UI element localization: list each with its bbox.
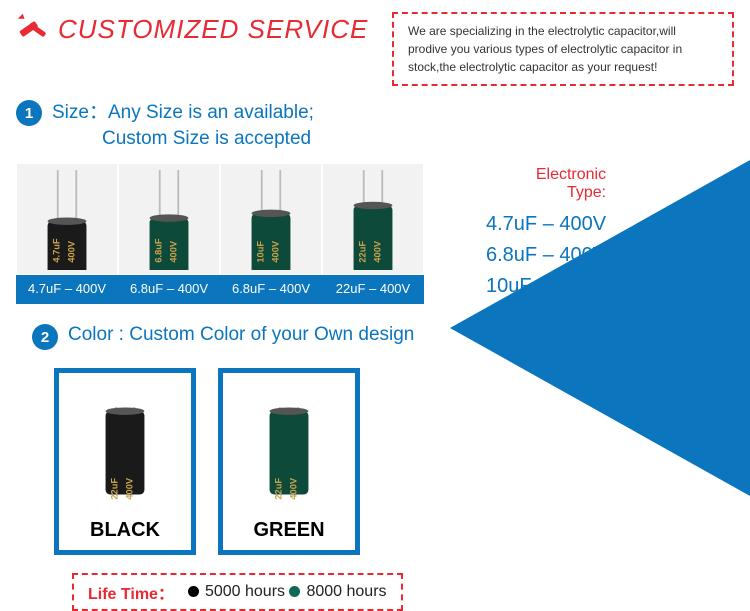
color-imgbox: 22uF 400V	[223, 373, 355, 513]
size-line1: Any Size is an available;	[108, 102, 314, 123]
svg-text:400V: 400V	[270, 240, 280, 262]
badge-1: 1	[16, 100, 42, 126]
capacitor-imgbox: 10uF 400V	[220, 163, 322, 275]
svg-text:22uF: 22uF	[274, 478, 284, 500]
svg-text:22uF: 22uF	[358, 241, 368, 263]
capacitor-cell: 10uF 400V 6.8uF – 400V	[220, 163, 322, 304]
svg-text:22uF: 22uF	[110, 478, 120, 500]
svg-text:10uF: 10uF	[256, 241, 266, 263]
color-card: 22uF 400V GREEN	[218, 368, 360, 555]
capacitor-cell: 22uF 400V 22uF – 400V	[322, 163, 424, 304]
capacitor-cell: 6.8uF 400V 6.8uF – 400V	[118, 163, 220, 304]
page-title: CUSTOMIZED SERVICE	[58, 14, 368, 45]
svg-text:400V: 400V	[168, 240, 178, 262]
capacitor-imgbox: 4.7uF 400V	[16, 163, 118, 275]
capacitor-icon: 4.7uF 400V	[39, 170, 95, 270]
size-line2: Custom Size is accepted	[52, 126, 314, 152]
capacitor-cell: 4.7uF 400V 4.7uF – 400V	[16, 163, 118, 304]
capacitor-label: 6.8uF – 400V	[130, 275, 208, 304]
triangle-graphic	[450, 160, 750, 496]
dot-icon	[188, 586, 199, 597]
size-section-head: 1 Size：Any Size is an available; Custom …	[0, 94, 750, 157]
svg-text:400V: 400V	[372, 240, 382, 262]
header-left: CUSTOMIZED SERVICE	[16, 12, 368, 46]
capacitor-imgbox: 22uF 400V	[322, 163, 424, 275]
color-card: 22uF 400V BLACK	[54, 368, 196, 555]
lifetime-text: 5000 hours	[205, 583, 285, 601]
lifetime-text: 8000 hours	[306, 583, 386, 601]
lifetime-item: 5000 hours	[188, 583, 285, 601]
svg-text:400V: 400V	[66, 240, 76, 262]
color-name: GREEN	[223, 513, 355, 550]
brush-pencil-icon	[16, 12, 50, 46]
svg-text:400V: 400V	[124, 477, 134, 499]
lifetime-box: Life Time： 5000 hours 8000 hours	[72, 573, 403, 611]
lifetime-label: Life Time：	[88, 580, 174, 604]
promo-box: We are specializing in the electrolytic …	[392, 12, 734, 86]
lifetime-items: 5000 hours 8000 hours	[188, 583, 387, 603]
lifetime-item: 8000 hours	[289, 583, 386, 601]
svg-text:6.8uF: 6.8uF	[154, 238, 164, 263]
capacitor-label: 4.7uF – 400V	[28, 275, 106, 304]
svg-text:4.7uF: 4.7uF	[52, 238, 62, 263]
color-label: Color : Custom Color of your Own design	[68, 324, 414, 346]
capacitor-icon: 22uF 400V	[261, 407, 317, 507]
capacitor-icon: 22uF 400V	[97, 407, 153, 507]
capacitor-icon: 22uF 400V	[345, 170, 401, 270]
capacitor-label: 22uF – 400V	[336, 275, 410, 304]
svg-text:400V: 400V	[288, 477, 298, 499]
capacitor-icon: 10uF 400V	[243, 170, 299, 270]
capacitor-label: 6.8uF – 400V	[232, 275, 310, 304]
header: CUSTOMIZED SERVICE We are specializing i…	[0, 0, 750, 94]
size-text: Size：Any Size is an available; Custom Si…	[52, 100, 314, 151]
color-name: BLACK	[59, 513, 191, 550]
capacitor-imgbox: 6.8uF 400V	[118, 163, 220, 275]
capacitor-row: 4.7uF 400V 4.7uF – 400V 6.8uF 400V 6.8uF…	[16, 163, 426, 304]
capacitor-icon: 6.8uF 400V	[141, 170, 197, 270]
badge-2: 2	[32, 324, 58, 350]
size-label: Size：	[52, 102, 108, 123]
color-imgbox: 22uF 400V	[59, 373, 191, 513]
dot-icon	[289, 586, 300, 597]
